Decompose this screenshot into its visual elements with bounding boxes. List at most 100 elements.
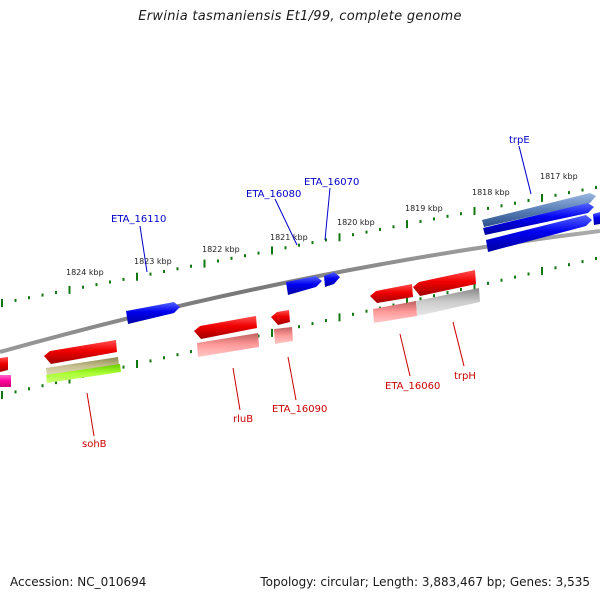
minor-tick — [352, 312, 354, 316]
reverse-gene-labels: sohB rluB ETA_16090 ETA_16060 trpH — [82, 321, 476, 450]
minor-tick — [514, 275, 516, 279]
minor-tick — [379, 227, 381, 231]
tick-label: 1820 kbp — [337, 218, 375, 227]
gene-arrow-forward[interactable] — [324, 272, 340, 287]
gene-bar-reverse[interactable] — [373, 301, 417, 323]
major-tick — [1, 391, 3, 399]
leader-line — [139, 225, 148, 273]
reverse-genes — [0, 270, 480, 387]
leader-line — [399, 333, 411, 377]
minor-tick — [190, 350, 192, 354]
minor-tick — [527, 199, 530, 202]
gene-bar-reverse[interactable] — [197, 333, 259, 357]
minor-tick — [392, 225, 395, 229]
minor-tick — [392, 303, 395, 307]
gene-arrow-reverse[interactable] — [194, 316, 257, 339]
gene-arrow-forward[interactable] — [286, 276, 322, 295]
minor-tick — [554, 266, 557, 270]
map-title: Erwinia tasmaniensis Et1/99, complete ge… — [138, 9, 462, 24]
minor-tick — [433, 217, 435, 221]
gene-arrow-forward[interactable] — [482, 193, 596, 227]
major-tick — [203, 259, 206, 268]
minor-tick — [460, 288, 462, 291]
minor-tick — [55, 291, 57, 294]
minor-tick — [419, 297, 422, 301]
gene-label: ETA_16080 — [246, 189, 301, 200]
tick-label: 1821 kbp — [270, 233, 308, 242]
minor-tick — [365, 309, 368, 313]
minor-tick — [176, 353, 179, 357]
gene-bar-reverse[interactable] — [46, 364, 121, 383]
minor-tick — [446, 214, 449, 218]
gene-arrow-reverse[interactable] — [44, 340, 117, 364]
gene-arrow-reverse[interactable] — [413, 270, 476, 296]
major-tick — [136, 272, 138, 281]
minor-tick — [28, 387, 30, 391]
major-tick — [473, 282, 476, 291]
gene-arrow-reverse[interactable] — [370, 284, 413, 303]
gene-arrow-reverse[interactable] — [271, 310, 290, 325]
minor-tick — [500, 278, 503, 282]
gene-bar-reverse[interactable] — [416, 288, 480, 316]
minor-tick — [527, 272, 530, 276]
tick-label: 1818 kbp — [472, 188, 510, 197]
minor-tick — [433, 294, 435, 298]
minor-tick — [595, 185, 597, 189]
minor-tick — [568, 263, 570, 267]
minor-tick — [365, 230, 368, 234]
tick-track-forward — [1, 185, 597, 307]
major-tick — [406, 297, 408, 306]
minor-tick — [41, 384, 44, 388]
gene-arrow-reverse[interactable] — [0, 357, 8, 372]
minor-tick — [311, 322, 314, 326]
minor-tick — [163, 356, 165, 360]
gene-arrow-forward[interactable] — [486, 215, 592, 252]
minor-tick — [244, 254, 246, 258]
minor-tick — [122, 365, 125, 369]
minor-tick — [446, 291, 449, 295]
gene-arrow-forward[interactable] — [483, 203, 594, 235]
minor-tick — [419, 220, 422, 223]
tick-label: 1823 kbp — [134, 257, 172, 266]
minor-tick — [163, 270, 165, 273]
major-tick — [1, 299, 3, 307]
major-tick — [68, 285, 71, 294]
minor-tick — [325, 238, 327, 242]
minor-tick — [500, 204, 503, 208]
minor-tick — [568, 191, 570, 195]
accession-label: Accession: NC_010694 — [10, 575, 147, 589]
minor-tick — [554, 193, 557, 197]
tick-label: 1824 kbp — [66, 268, 104, 277]
leader-line — [287, 356, 297, 401]
minor-tick — [257, 334, 260, 338]
minor-tick — [311, 241, 314, 245]
leader-line — [518, 145, 532, 195]
gene-label: ETA_16110 — [111, 214, 166, 225]
major-tick — [338, 313, 341, 322]
major-tick — [338, 233, 341, 242]
minor-tick — [325, 319, 327, 322]
gene-bar-reverse[interactable] — [0, 375, 11, 387]
gene-arrow-forward[interactable] — [593, 212, 600, 225]
forward-gene-labels: ETA_16110 ETA_16080 ETA_16070 trpE — [111, 135, 532, 273]
gene-label: ETA_16060 — [385, 381, 440, 392]
minor-tick — [14, 390, 17, 394]
leader-line — [452, 321, 465, 367]
minor-tick — [352, 233, 354, 237]
minor-tick — [82, 285, 84, 289]
minor-tick — [217, 259, 219, 263]
gene-bar-reverse[interactable] — [274, 327, 293, 344]
forward-genes — [126, 193, 600, 324]
tick-label: 1819 kbp — [405, 204, 443, 213]
gene-bar-reverse[interactable] — [46, 357, 119, 376]
minor-tick — [514, 201, 516, 205]
gene-label: rluB — [233, 414, 253, 425]
major-tick — [406, 220, 408, 229]
topology-label: Topology: circular; Length: 3,883,467 bp… — [260, 575, 590, 589]
minor-tick — [122, 277, 125, 281]
gene-arrow-forward[interactable] — [126, 302, 180, 324]
major-tick — [541, 193, 543, 202]
minor-tick — [176, 267, 179, 271]
major-tick — [541, 266, 543, 275]
